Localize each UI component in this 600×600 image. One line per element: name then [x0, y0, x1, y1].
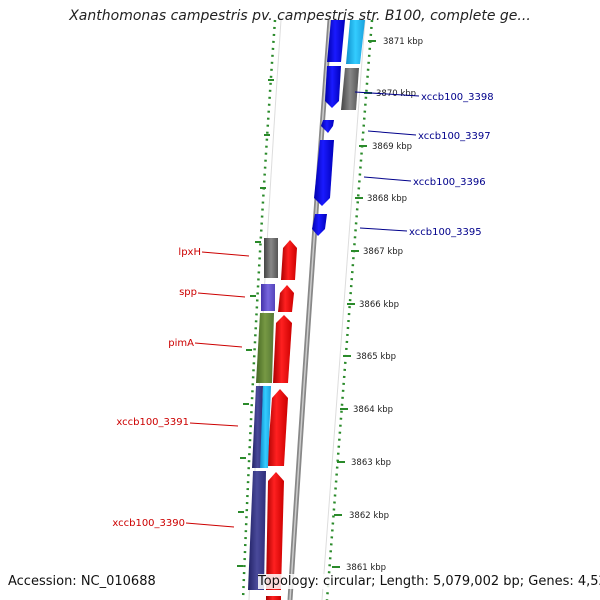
gene-label-xccb100-3397[interactable]: xccb100_3397 — [367, 130, 491, 142]
inner-tick-marks — [237, 79, 274, 567]
scale-tick-label: 3861 kbp — [346, 563, 386, 573]
scale-tick-label: 3868 kbp — [367, 194, 407, 204]
feature-spp[interactable] — [261, 284, 275, 311]
gene-label-pimA[interactable]: pimA — [168, 338, 243, 349]
scale-tick: 3867 kbp — [351, 247, 403, 257]
feature-lpxH[interactable] — [264, 238, 278, 278]
cds-xccb100-3395[interactable] — [312, 214, 327, 236]
forward-strand-features[interactable] — [266, 240, 297, 600]
gene-label-text: xccb100_3396 — [413, 177, 486, 188]
gene-label-xccb100-3396[interactable]: xccb100_3396 — [363, 176, 486, 188]
cds-red-1[interactable] — [281, 240, 297, 280]
feature-pimA[interactable] — [256, 313, 274, 383]
gene-label-xccb100-3395[interactable]: xccb100_3395 — [359, 227, 482, 238]
scale-tick: 3868 kbp — [355, 194, 407, 204]
inner-track-features[interactable] — [248, 238, 278, 590]
scale-tick-label: 3871 kbp — [383, 37, 423, 47]
accession-label: Accession: NC_010688 — [8, 574, 156, 589]
feature-xccb100-3391[interactable] — [252, 386, 263, 468]
gene-label-text: xccb100_3395 — [409, 227, 482, 238]
scale-tick: 3869 kbp — [359, 142, 412, 152]
gene-label-xccb100-3391[interactable]: xccb100_3391 — [116, 417, 239, 428]
gene-label-xccb100-3398[interactable]: xccb100_3398 — [354, 91, 494, 103]
feature-xccb100-3390[interactable] — [248, 471, 266, 590]
scale-tick: 3866 kbp — [347, 300, 399, 310]
scale-tick: 3871 kbp — [368, 37, 423, 47]
scale-tick-label: 3862 kbp — [349, 511, 389, 521]
genome-summary-label: Topology: circular; Length: 5,079,002 bp… — [258, 574, 600, 589]
scale-tick-label: 3869 kbp — [372, 142, 412, 152]
scale-tick-label: 3863 kbp — [351, 458, 391, 468]
gene-label-text: xccb100_3390 — [112, 518, 185, 529]
gene-labels-left[interactable]: lpxH spp pimA xccb100_3391 xccb100_3390 — [112, 247, 250, 529]
cds-red-3[interactable] — [273, 315, 292, 383]
gene-label-text: xccb100_3398 — [421, 92, 494, 103]
scale-tick-label: 3866 kbp — [359, 300, 399, 310]
scale-tick: 3861 kbp — [332, 563, 386, 573]
gene-label-text: xccb100_3391 — [116, 417, 189, 428]
cds-red-5[interactable] — [266, 472, 284, 590]
gene-label-text: pimA — [168, 338, 194, 349]
cds-red-4[interactable] — [267, 389, 288, 466]
scale-tick: 3862 kbp — [334, 511, 389, 521]
gene-label-text: lpxH — [178, 247, 201, 258]
cds-cyan-top[interactable] — [346, 20, 365, 64]
gene-label-xccb100-3390[interactable]: xccb100_3390 — [112, 518, 235, 529]
genome-backbone-inner — [289, 19, 331, 600]
scale-tick-label: 3864 kbp — [353, 405, 393, 415]
outer-dotted-boundary — [325, 19, 374, 600]
gene-labels-right[interactable]: xccb100_3398 xccb100_3397 xccb100_3396 x… — [354, 91, 494, 238]
scale-tick-label: 3865 kbp — [356, 352, 396, 362]
gene-label-spp[interactable]: spp — [179, 287, 246, 298]
cds-red-2[interactable] — [278, 285, 294, 312]
scale-tick-label: 3867 kbp — [363, 247, 403, 257]
cds-xccb100-3398[interactable] — [325, 66, 341, 108]
gene-label-lpxH[interactable]: lpxH — [178, 247, 250, 258]
cds-red-6[interactable] — [266, 596, 281, 600]
gene-label-text: xccb100_3397 — [418, 131, 491, 142]
scale-tick-label: 3870 kbp — [376, 89, 416, 99]
feature-cyan-3391[interactable] — [260, 386, 271, 468]
map-title: Xanthomonas campestris pv. campestris st… — [69, 8, 531, 24]
scale-tick: 3863 kbp — [337, 458, 391, 468]
cds-xccb100-3396[interactable] — [314, 140, 334, 206]
cds-xccb100-3397[interactable] — [321, 120, 334, 133]
faint-guide-line — [321, 19, 366, 600]
scale-tick: 3865 kbp — [343, 352, 396, 362]
cds-grey-3398[interactable] — [341, 68, 359, 110]
gene-label-text: spp — [179, 287, 197, 298]
reverse-strand-features[interactable] — [312, 20, 365, 236]
scale-ticks: 3871 kbp 3870 kbp 3869 kbp 3868 kbp 3867… — [332, 37, 423, 573]
cds-blue-top[interactable] — [327, 20, 345, 62]
inner-dotted-boundary — [241, 19, 277, 600]
scale-tick: 3864 kbp — [340, 405, 393, 415]
